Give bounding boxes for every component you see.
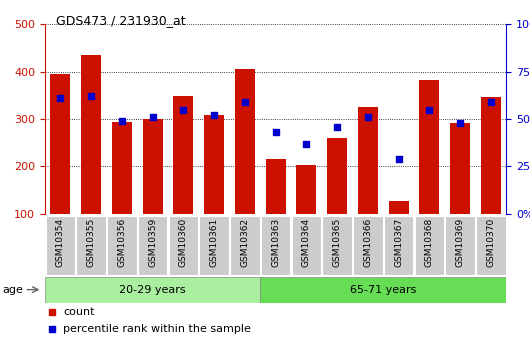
Text: GSM10356: GSM10356 xyxy=(118,217,126,267)
Bar xyxy=(353,216,383,275)
Point xyxy=(179,107,188,112)
Text: count: count xyxy=(64,307,95,317)
Bar xyxy=(476,216,506,275)
Text: percentile rank within the sample: percentile rank within the sample xyxy=(64,325,251,334)
Bar xyxy=(296,165,316,214)
Bar xyxy=(199,216,229,275)
Text: GSM10354: GSM10354 xyxy=(56,217,65,267)
Point xyxy=(48,309,56,315)
Bar xyxy=(419,80,439,214)
Bar xyxy=(260,277,506,303)
Text: 65-71 years: 65-71 years xyxy=(350,285,417,295)
Text: GSM10370: GSM10370 xyxy=(487,217,495,267)
Bar xyxy=(50,74,70,214)
Text: GSM10361: GSM10361 xyxy=(210,217,218,267)
Bar xyxy=(143,119,163,214)
Text: 20-29 years: 20-29 years xyxy=(119,285,186,295)
Bar xyxy=(450,123,470,214)
Bar xyxy=(384,216,413,275)
Bar xyxy=(292,216,321,275)
Point xyxy=(210,112,218,118)
Bar xyxy=(235,69,255,214)
Point xyxy=(87,93,95,99)
Bar xyxy=(230,216,260,275)
Bar xyxy=(138,216,167,275)
Point xyxy=(118,118,126,124)
Bar xyxy=(414,216,444,275)
Bar xyxy=(261,216,290,275)
Bar xyxy=(204,115,224,214)
Bar xyxy=(266,159,286,214)
Point xyxy=(394,156,403,161)
Text: GSM10359: GSM10359 xyxy=(148,217,157,267)
Text: GDS473 / 231930_at: GDS473 / 231930_at xyxy=(56,14,186,27)
Text: GSM10366: GSM10366 xyxy=(364,217,372,267)
Bar xyxy=(322,216,352,275)
Bar xyxy=(45,277,260,303)
Text: GSM10365: GSM10365 xyxy=(333,217,341,267)
Text: GSM10368: GSM10368 xyxy=(425,217,434,267)
Bar xyxy=(327,138,347,214)
Bar xyxy=(445,216,475,275)
Text: age: age xyxy=(3,285,23,295)
Text: GSM10362: GSM10362 xyxy=(241,217,249,267)
Point xyxy=(425,107,434,112)
Point xyxy=(487,99,495,105)
Text: GSM10364: GSM10364 xyxy=(302,217,311,267)
Text: GSM10363: GSM10363 xyxy=(271,217,280,267)
Text: GSM10360: GSM10360 xyxy=(179,217,188,267)
Bar xyxy=(358,107,378,214)
Point xyxy=(364,114,372,120)
Point xyxy=(271,129,280,135)
Bar xyxy=(388,201,409,214)
Point xyxy=(456,120,464,126)
Bar xyxy=(481,97,501,214)
Bar xyxy=(46,216,75,275)
Bar xyxy=(173,96,193,214)
Point xyxy=(148,114,157,120)
Text: GSM10355: GSM10355 xyxy=(87,217,95,267)
Point xyxy=(48,327,56,332)
Bar xyxy=(112,122,132,214)
Point xyxy=(333,124,341,129)
Point xyxy=(302,141,311,146)
Bar xyxy=(81,55,101,214)
Point xyxy=(56,95,65,101)
Bar xyxy=(107,216,137,275)
Text: GSM10369: GSM10369 xyxy=(456,217,464,267)
Point xyxy=(241,99,249,105)
Text: GSM10367: GSM10367 xyxy=(394,217,403,267)
Bar xyxy=(76,216,106,275)
Bar xyxy=(169,216,198,275)
